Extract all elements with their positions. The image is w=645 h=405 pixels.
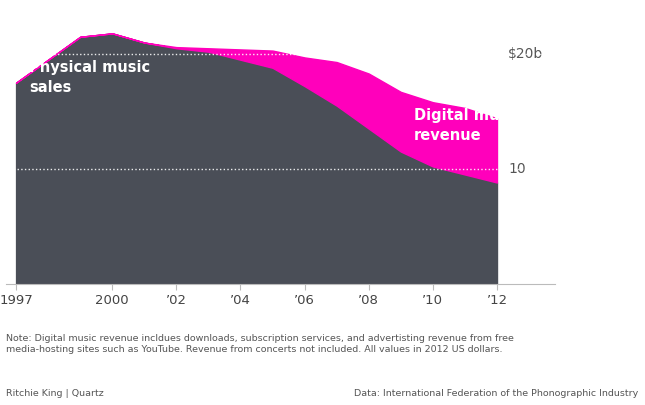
Text: Data: International Federation of the Phonographic Industry: Data: International Federation of the Ph… [354,389,639,398]
Text: Physical music
sales: Physical music sales [29,60,150,94]
Text: Digital music
revenue: Digital music revenue [413,108,521,143]
Text: Note: Digital music revenue incldues downloads, subscription services, and adver: Note: Digital music revenue incldues dow… [6,334,514,354]
Text: $20b: $20b [508,47,544,61]
Text: Ritchie King | Quartz: Ritchie King | Quartz [6,389,104,398]
Text: 10: 10 [508,162,526,176]
